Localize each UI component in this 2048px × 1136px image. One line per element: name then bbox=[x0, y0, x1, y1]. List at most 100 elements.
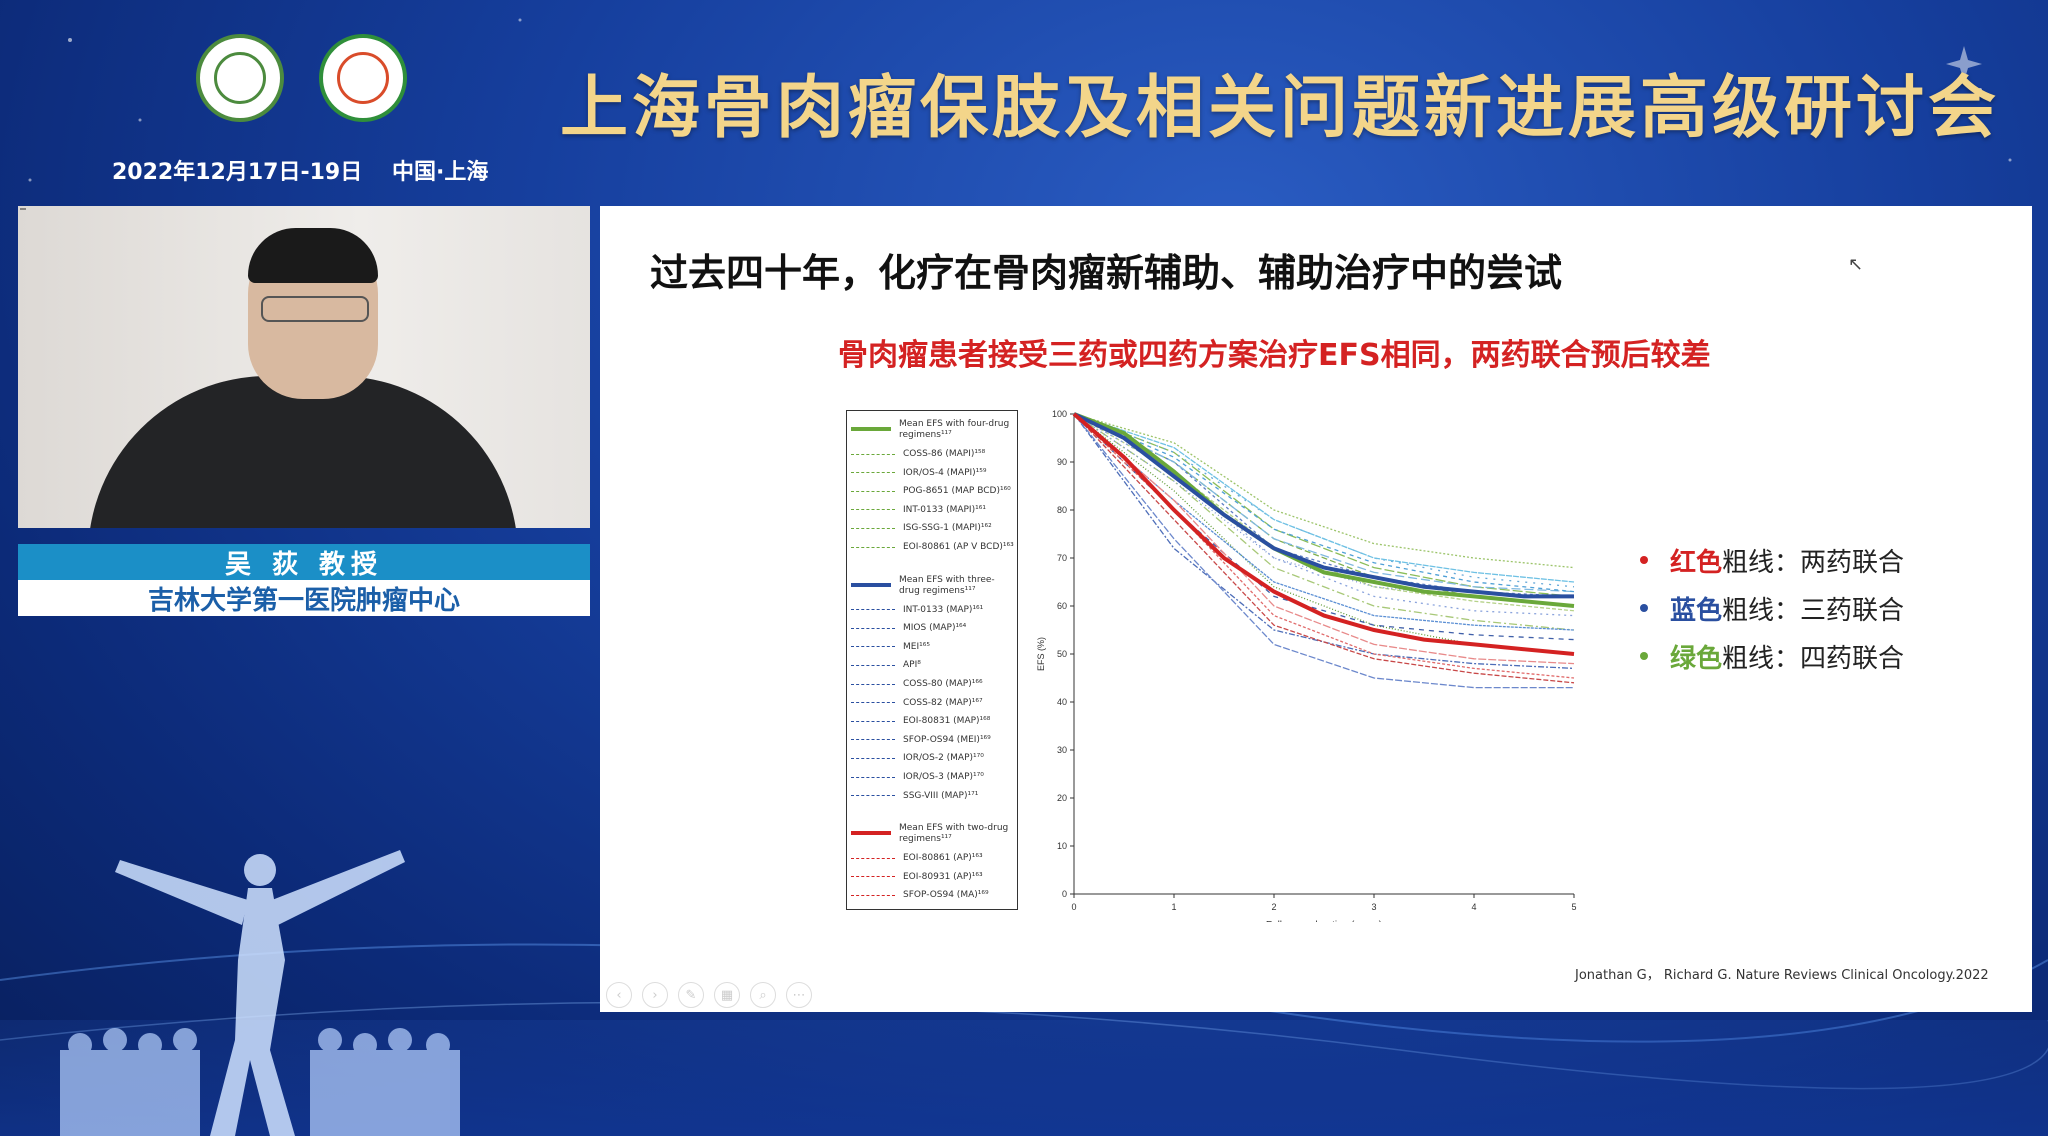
chart-legend-swatch bbox=[851, 857, 895, 859]
x-tick-label: 1 bbox=[1171, 902, 1176, 912]
chart-legend-group-header: Mean EFS with two-drug regimens¹¹⁷ bbox=[899, 823, 1009, 845]
chart-legend-swatch bbox=[851, 582, 891, 587]
chart-legend-label: ISG-SSG-1 (MAPI)¹⁶² bbox=[903, 523, 992, 534]
video-badge bbox=[20, 208, 26, 210]
conference-date: 2022年12月17日-19日 bbox=[112, 160, 363, 185]
mean-efs-line bbox=[1073, 412, 1574, 599]
slide-title: 过去四十年，化疗在骨肉瘤新辅助、辅助治疗中的尝试 bbox=[650, 251, 1563, 295]
next-slide-icon[interactable]: › bbox=[642, 982, 668, 1008]
chart-legend-swatch bbox=[851, 831, 891, 836]
more-options-icon[interactable]: ⋯ bbox=[786, 982, 812, 1008]
chart-legend-entry: IOR/OS-2 (MAP)¹⁷⁰ bbox=[851, 753, 984, 763]
trial-efs-line bbox=[1073, 413, 1575, 641]
trial-efs-line bbox=[1073, 413, 1574, 689]
speaker-name: 吴 荻 教授 bbox=[18, 544, 590, 580]
y-tick-label: 100 bbox=[1052, 409, 1067, 419]
trial-efs-line bbox=[1073, 413, 1575, 612]
slide-legend-item: 红色 粗线：两药联合 bbox=[1640, 536, 1904, 584]
x-tick-label: 2 bbox=[1271, 902, 1276, 912]
chart-legend-swatch bbox=[851, 894, 895, 896]
chart-legend-swatch bbox=[851, 795, 895, 797]
pen-icon[interactable]: ✎ bbox=[678, 982, 704, 1008]
slide-legend-item: 蓝色 粗线：三药联合 bbox=[1640, 584, 1904, 632]
chart-legend-entry: SSG-VIII (MAP)¹⁷¹ bbox=[851, 791, 978, 801]
trial-efs-line bbox=[1073, 413, 1575, 569]
mean-efs-line bbox=[1073, 412, 1575, 608]
chart-legend-entry: ISG-SSG-1 (MAPI)¹⁶² bbox=[851, 523, 992, 533]
legend-description: 粗线：三药联合 bbox=[1722, 595, 1905, 626]
chart-legend-entry: MIOS (MAP)¹⁶⁴ bbox=[851, 623, 966, 633]
trial-efs-line bbox=[1073, 413, 1575, 684]
trial-efs-line bbox=[1073, 413, 1575, 583]
chart-legend-swatch bbox=[851, 490, 895, 492]
chart-legend-label: EOI-80831 (MAP)¹⁶⁸ bbox=[903, 716, 991, 727]
y-tick-label: 30 bbox=[1057, 745, 1067, 755]
chart-legend-label: POG-8651 (MAP BCD)¹⁶⁰ bbox=[903, 486, 1011, 497]
speaker-caption: 吴 荻 教授 吉林大学第一医院肿瘤中心 bbox=[18, 544, 590, 616]
chart-legend-label: COSS-86 (MAPI)¹⁵⁸ bbox=[903, 449, 986, 459]
chart-legend: Mean EFS with four-drug regimens¹¹⁷ COSS-… bbox=[846, 410, 1018, 910]
chart-legend-label: INT-0133 (MAPI)¹⁶¹ bbox=[903, 504, 986, 515]
previous-slide-icon[interactable]: ‹ bbox=[606, 982, 632, 1008]
chart-legend-swatch bbox=[851, 609, 895, 611]
chart-legend-entry: POG-8651 (MAP BCD)¹⁶⁰ bbox=[851, 486, 1011, 496]
trial-efs-line bbox=[1073, 413, 1575, 665]
hospital-logo bbox=[319, 34, 407, 122]
chart-legend-swatch bbox=[851, 627, 895, 629]
x-tick-label: 5 bbox=[1571, 902, 1576, 912]
chart-legend-label: IOR/OS-4 (MAPI)¹⁵⁹ bbox=[903, 467, 987, 478]
chart-legend-entry: EOI-80831 (MAP)¹⁶⁸ bbox=[851, 716, 990, 726]
chart-legend-entry: COSS-80 (MAP)¹⁶⁶ bbox=[851, 679, 983, 689]
y-axis-label: EFS (%) bbox=[1036, 637, 1046, 671]
legend-description: 粗线：两药联合 bbox=[1722, 547, 1905, 578]
slide-legend-item: 绿色 粗线：四药联合 bbox=[1640, 632, 1904, 680]
runner-silhouette bbox=[60, 850, 460, 1136]
chart-legend-swatch bbox=[851, 876, 895, 878]
chart-legend-entry: API⁸ bbox=[851, 660, 921, 670]
chart-legend-label: API⁸ bbox=[903, 660, 921, 671]
chart-legend-swatch bbox=[851, 546, 895, 548]
chart-legend-group-header: Mean EFS with four-drug regimens¹¹⁷ bbox=[899, 419, 1010, 440]
chart-legend-label: IOR/OS-2 (MAP)¹⁷⁰ bbox=[903, 753, 984, 764]
chart-legend-label: INT-0133 (MAP)¹⁶¹ bbox=[903, 604, 984, 615]
chart-legend-group-header: Mean EFS with three-drug regimens¹¹⁷ bbox=[899, 574, 995, 596]
chart-legend-entry: COSS-86 (MAPI)¹⁵⁸ bbox=[851, 449, 985, 459]
chart-legend-label: COSS-82 (MAP)¹⁶⁷ bbox=[903, 697, 983, 708]
speaker-video bbox=[18, 206, 590, 528]
y-tick-label: 10 bbox=[1057, 841, 1067, 851]
chart-legend-label: COSS-80 (MAP)¹⁶⁶ bbox=[903, 679, 983, 689]
efs-chart: Mean EFS with four-drug regimens¹¹⁷ COSS-… bbox=[846, 406, 1596, 922]
chart-legend-label: EOI-80931 (AP)¹⁶³ bbox=[903, 871, 983, 882]
chart-legend-entry: SFOP-OS94 (MA)¹⁶⁹ bbox=[851, 890, 989, 900]
trial-efs-line bbox=[1073, 413, 1575, 593]
chart-legend-label: MEI¹⁶⁵ bbox=[903, 641, 930, 652]
chart-legend-entry: EOI-80861 (AP)¹⁶³ bbox=[851, 853, 983, 863]
chart-legend-entry: INT-0133 (MAP)¹⁶¹ bbox=[851, 605, 983, 615]
trial-efs-line bbox=[1073, 413, 1575, 598]
y-tick-label: 60 bbox=[1057, 601, 1067, 611]
chart-legend-label: MIOS (MAP)¹⁶⁴ bbox=[903, 623, 967, 634]
x-axis-label: Follow-up duration (years) bbox=[1266, 920, 1382, 922]
chart-legend-swatch bbox=[851, 702, 895, 704]
slide-controls: ‹ › ✎ ▦ ⌕ ⋯ bbox=[606, 982, 812, 1008]
slide-legend: 红色 粗线：两药联合 蓝色 粗线：三药联合 绿色 粗线：四药联合 bbox=[1640, 536, 1904, 680]
chart-legend-swatch bbox=[851, 757, 895, 759]
conference-title: 上海骨肉瘤保肢及相关问题新进展高级研讨会 bbox=[560, 69, 2001, 148]
legend-color-word: 蓝色 bbox=[1670, 595, 1723, 626]
chart-legend-label: EOI-80861 (AP)¹⁶³ bbox=[903, 853, 983, 864]
chart-legend-swatch bbox=[851, 664, 895, 666]
zoom-icon[interactable]: ⌕ bbox=[750, 982, 776, 1008]
chart-legend-swatch bbox=[851, 739, 895, 741]
chart-legend-entry: COSS-82 (MAP)¹⁶⁷ bbox=[851, 698, 983, 708]
trial-efs-line bbox=[1073, 413, 1575, 655]
chart-legend-entry: EOI-80861 (AP V BCD)¹⁶³ bbox=[851, 542, 1014, 552]
trial-efs-line bbox=[1073, 413, 1575, 607]
efs-chart-plot: 0 10 20 30 40 50 60 70 80 90 100 0 1 2 3 4 5 Follow-up du… bbox=[1036, 409, 1577, 922]
chart-legend-swatch bbox=[851, 472, 895, 474]
chart-legend-label: SFOP-OS94 (MEI)¹⁶⁹ bbox=[903, 734, 991, 745]
y-tick-label: 0 bbox=[1062, 889, 1067, 899]
mean-efs-line bbox=[1072, 412, 1575, 656]
slides-grid-icon[interactable]: ▦ bbox=[714, 982, 740, 1008]
chart-legend-entry: IOR/OS-4 (MAPI)¹⁵⁹ bbox=[851, 468, 987, 478]
y-tick-label: 90 bbox=[1057, 457, 1067, 467]
